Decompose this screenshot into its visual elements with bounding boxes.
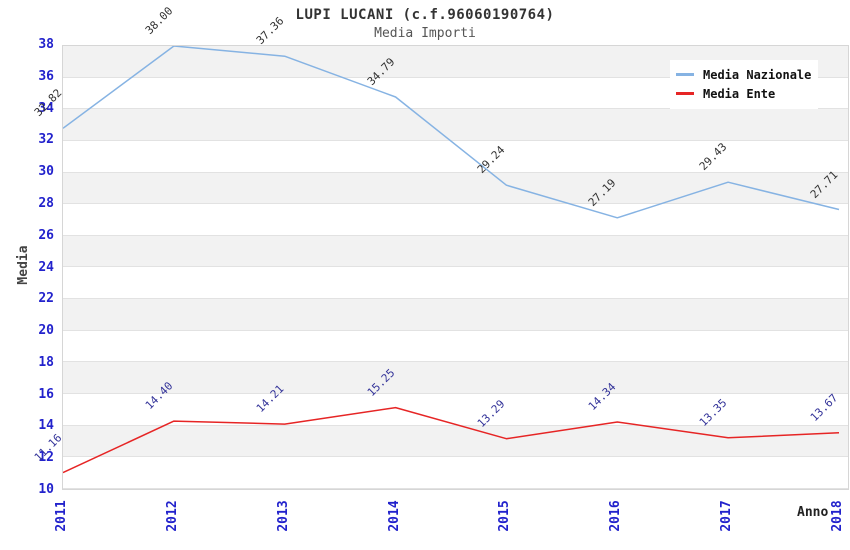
legend: Media Nazionale Media Ente — [670, 60, 818, 109]
plot-band — [63, 235, 848, 268]
y-tick-label: 34 — [38, 100, 54, 116]
x-tick-label: 2011 — [54, 500, 69, 532]
y-tick-label: 10 — [38, 482, 54, 497]
y-tick-label: 20 — [38, 323, 54, 339]
y-tick-label: 18 — [38, 354, 54, 370]
x-tick-label: 2016 — [608, 500, 624, 532]
plot-band — [63, 140, 848, 173]
plot-band — [63, 457, 848, 489]
x-tick-label: 2014 — [386, 500, 402, 532]
plot-band — [63, 267, 848, 300]
y-tick-label: 24 — [38, 259, 54, 275]
y-tick-label: 14 — [38, 418, 54, 434]
y-tick-label: 28 — [38, 195, 54, 211]
y-tick-label: 38 — [38, 37, 54, 52]
media-nazionale-line — [63, 46, 840, 219]
x-tick-label: 2017 — [719, 500, 735, 532]
y-tick-label: 30 — [38, 164, 54, 180]
legend-label: Media Ente — [703, 86, 776, 101]
y-tick-label: 26 — [38, 227, 54, 243]
x-tick-label: 2018 — [830, 500, 845, 532]
x-axis-title: Anno — [797, 505, 829, 520]
plot-band — [63, 204, 848, 236]
plot-band — [63, 109, 848, 141]
chart-title: LUPI LUCANI (c.f.96060190764) — [295, 7, 555, 23]
media-nazionale-line-swatch — [676, 73, 694, 76]
plot-band — [63, 362, 848, 395]
y-tick-label: 16 — [38, 386, 54, 402]
legend-item-media-nazionale: Media Nazionale — [676, 65, 812, 84]
plot-band — [63, 394, 848, 426]
x-tick-label: 2012 — [164, 500, 180, 532]
x-tick-label: 2013 — [275, 500, 291, 532]
x-tick-label: 2015 — [497, 500, 513, 532]
plot-band — [63, 330, 848, 363]
y-tick-label: 36 — [38, 68, 54, 84]
plot-area — [62, 45, 849, 490]
plot-bands — [63, 46, 848, 489]
plot-band — [63, 172, 848, 205]
y-tick-label: 32 — [38, 132, 54, 148]
legend-item-media-ente: Media Ente — [676, 84, 812, 103]
legend-label: Media Nazionale — [703, 67, 812, 82]
y-tick-label: 22 — [38, 291, 54, 307]
plot-band — [63, 425, 848, 458]
media-ente-line-swatch — [676, 92, 694, 95]
plot-band — [63, 299, 848, 331]
media-ente-line — [63, 406, 840, 474]
series-lines — [63, 46, 840, 474]
chart-subtitle: Media Importi — [374, 26, 476, 41]
y-tick-label: 12 — [38, 450, 54, 466]
